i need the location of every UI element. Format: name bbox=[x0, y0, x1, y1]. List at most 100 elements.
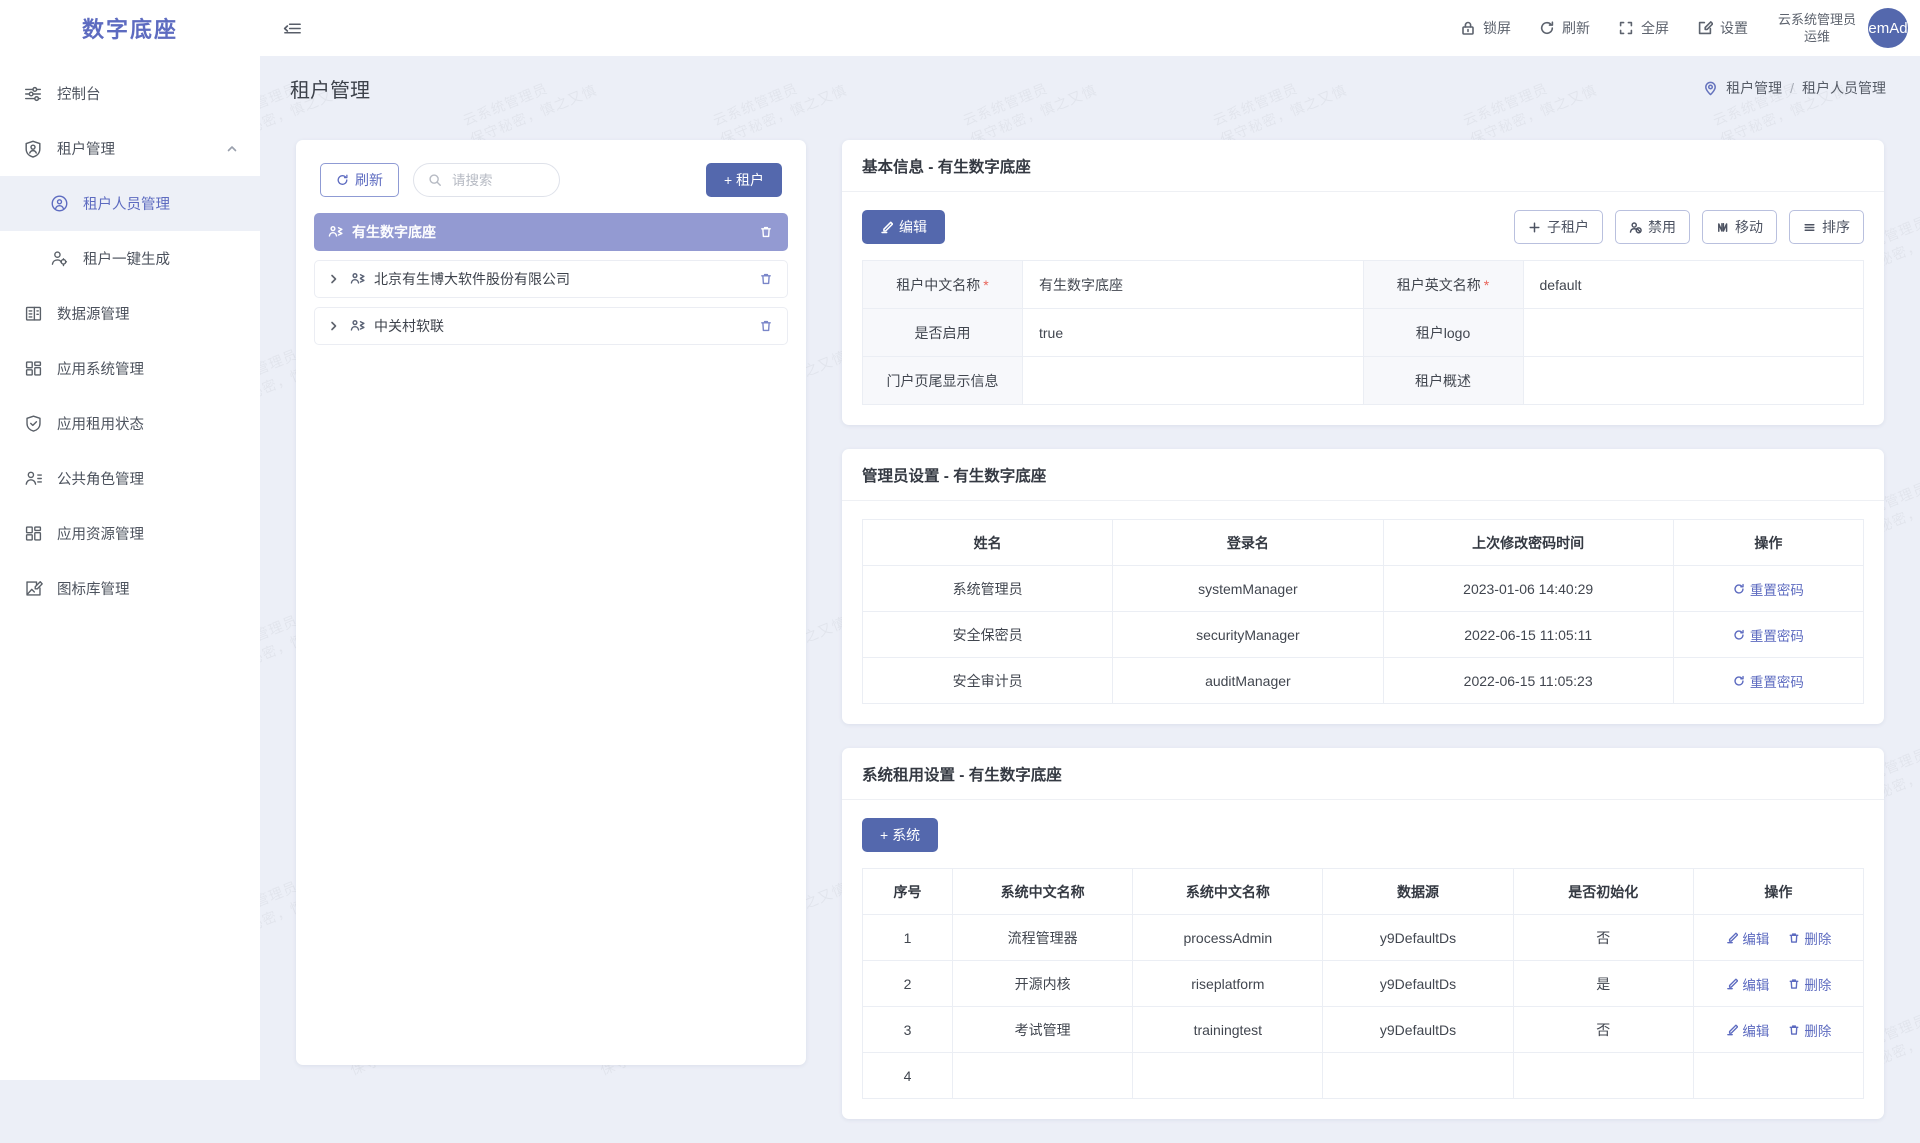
user-name-line1: 云系统管理员 bbox=[1778, 11, 1856, 28]
user-circle-icon bbox=[48, 193, 70, 215]
admin-password-time: 2022-06-15 11:05:23 bbox=[1383, 658, 1673, 704]
breadcrumb-item-1[interactable]: 租户管理 bbox=[1726, 78, 1782, 98]
tree-row[interactable]: 有生数字底座 bbox=[314, 213, 788, 251]
current-user-name[interactable]: 云系统管理员 运维 bbox=[1762, 11, 1868, 45]
admin-name: 系统管理员 bbox=[863, 566, 1113, 612]
breadcrumb: 租户管理 / 租户人员管理 bbox=[1703, 78, 1886, 98]
sidebar-item-tenant-onekey[interactable]: 租户一键生成 bbox=[0, 231, 260, 286]
system-datasource: y9DefaultDs bbox=[1323, 961, 1513, 1007]
table-header-row: 序号 系统中文名称 系统中文名称 数据源 是否初始化 操作 bbox=[863, 869, 1864, 915]
sidebar-item-app-resource-management[interactable]: 应用资源管理 bbox=[0, 506, 260, 561]
move-icon bbox=[1716, 221, 1729, 234]
field-label: 租户概述 bbox=[1363, 357, 1523, 405]
reset-password-button[interactable]: 重置密码 bbox=[1733, 579, 1804, 599]
tree-row[interactable]: 中关村软联 bbox=[314, 307, 788, 345]
sidebar-item-public-role-management[interactable]: 公共角色管理 bbox=[0, 451, 260, 506]
lock-screen-button[interactable]: 锁屏 bbox=[1446, 0, 1525, 56]
add-tenant-button[interactable]: + 租户 bbox=[706, 163, 782, 197]
table-row: 系统管理员 systemManager 2023-01-06 14:40:29 … bbox=[863, 566, 1864, 612]
required-marker: * bbox=[983, 277, 988, 293]
settings-pen-icon bbox=[1697, 20, 1713, 36]
add-system-button[interactable]: + 系统 bbox=[862, 818, 938, 852]
org-icon bbox=[349, 318, 366, 335]
image-pen-icon bbox=[22, 578, 44, 600]
delete-row-button[interactable]: 删除 bbox=[1787, 974, 1831, 994]
admin-name: 安全保密员 bbox=[863, 612, 1113, 658]
tree-toolbar: 刷新 + 租户 bbox=[296, 140, 806, 197]
search-icon bbox=[428, 173, 442, 187]
avatar[interactable]: emAd bbox=[1868, 8, 1908, 48]
trash-icon[interactable] bbox=[758, 319, 773, 334]
edit-row-button[interactable]: 编辑 bbox=[1725, 1020, 1769, 1040]
reset-password-label: 重置密码 bbox=[1750, 625, 1804, 645]
reset-password-button[interactable]: 重置密码 bbox=[1733, 625, 1804, 645]
sidebar-item-console[interactable]: 控制台 bbox=[0, 66, 260, 121]
refresh-tree-button[interactable]: 刷新 bbox=[320, 163, 399, 197]
system-actions: 编辑 删除 bbox=[1693, 961, 1863, 1007]
tree-row-label: 中关村软联 bbox=[374, 316, 758, 336]
search-input[interactable] bbox=[450, 172, 545, 189]
edit-row-button[interactable]: 编辑 bbox=[1725, 928, 1769, 948]
column-header: 是否初始化 bbox=[1513, 869, 1693, 915]
sidebar-item-label: 应用系统管理 bbox=[57, 358, 144, 379]
edit-row-button[interactable]: 编辑 bbox=[1725, 974, 1769, 994]
admin-actions: 重置密码 bbox=[1673, 566, 1863, 612]
sidebar-item-app-lease-status[interactable]: 应用租用状态 bbox=[0, 396, 260, 451]
search-box[interactable] bbox=[413, 163, 560, 197]
refresh-button[interactable]: 刷新 bbox=[1525, 0, 1604, 56]
delete-row-label: 删除 bbox=[1804, 928, 1831, 948]
reset-icon bbox=[1733, 674, 1746, 687]
org-icon bbox=[349, 271, 366, 288]
location-pin-icon bbox=[1703, 81, 1718, 96]
system-cn-name: 流程管理器 bbox=[953, 915, 1133, 961]
settings-button[interactable]: 设置 bbox=[1683, 0, 1762, 56]
chevron-right-icon[interactable] bbox=[327, 319, 341, 333]
fullscreen-button[interactable]: 全屏 bbox=[1604, 0, 1683, 56]
admin-actions: 重置密码 bbox=[1673, 658, 1863, 704]
collapse-sidebar-icon[interactable] bbox=[282, 17, 304, 39]
trash-icon[interactable] bbox=[758, 272, 773, 287]
add-sub-tenant-button[interactable]: 子租户 bbox=[1514, 210, 1603, 244]
admin-actions: 重置密码 bbox=[1673, 612, 1863, 658]
sidebar-item-icon-library-management[interactable]: 图标库管理 bbox=[0, 561, 260, 616]
trash-icon[interactable] bbox=[758, 225, 773, 240]
delete-row-button[interactable]: 删除 bbox=[1787, 928, 1831, 948]
system-datasource bbox=[1323, 1053, 1513, 1099]
system-lease-card-body: + 系统 序号 系统中文名称 系统中文名称 数据源 是否初始化 操作 bbox=[842, 800, 1884, 1119]
sort-button[interactable]: 排序 bbox=[1789, 210, 1864, 244]
topbar-action-label: 刷新 bbox=[1562, 18, 1590, 38]
sort-icon bbox=[1803, 221, 1816, 234]
sidebar-item-tenant-personnel[interactable]: 租户人员管理 bbox=[0, 176, 260, 231]
reset-password-button[interactable]: 重置密码 bbox=[1733, 671, 1804, 691]
reset-icon bbox=[1733, 582, 1746, 595]
move-button[interactable]: 移动 bbox=[1702, 210, 1777, 244]
page-header: 租户管理 租户管理 / 租户人员管理 bbox=[260, 56, 1920, 120]
pen-icon bbox=[1725, 977, 1738, 990]
chevron-up-icon[interactable] bbox=[226, 143, 238, 155]
field-label: 租户中文名称* bbox=[863, 261, 1023, 309]
sidebar-item-label: 应用租用状态 bbox=[57, 413, 144, 434]
sidebar-item-tenant-management[interactable]: 租户管理 bbox=[0, 121, 260, 176]
breadcrumb-item-2[interactable]: 租户人员管理 bbox=[1802, 78, 1886, 98]
user-list-icon bbox=[22, 468, 44, 490]
column-header: 操作 bbox=[1693, 869, 1863, 915]
sidebar-item-datasource-management[interactable]: 数据源管理 bbox=[0, 286, 260, 341]
sidebar: 数字底座 控制台 租户管理 bbox=[0, 0, 260, 1080]
refresh-icon bbox=[1539, 20, 1555, 36]
system-initialized: 否 bbox=[1513, 1007, 1693, 1053]
system-initialized: 否 bbox=[1513, 915, 1693, 961]
table-row: 3 考试管理 trainingtest y9DefaultDs 否 bbox=[863, 1007, 1864, 1053]
basic-info-button-bar: 编辑 子租户 bbox=[862, 210, 1864, 244]
field-label: 是否启用 bbox=[863, 309, 1023, 357]
pen-icon bbox=[1725, 1023, 1738, 1036]
sidebar-item-app-system-management[interactable]: 应用系统管理 bbox=[0, 341, 260, 396]
delete-row-button[interactable]: 删除 bbox=[1787, 1020, 1831, 1040]
tree-row[interactable]: 北京有生博大软件股份有限公司 bbox=[314, 260, 788, 298]
sidebar-item-label: 租户一键生成 bbox=[83, 248, 170, 269]
chevron-right-icon[interactable] bbox=[327, 272, 341, 286]
basic-info-actions: 子租户 禁用 bbox=[1514, 210, 1864, 244]
disable-button[interactable]: 禁用 bbox=[1615, 210, 1690, 244]
edit-button[interactable]: 编辑 bbox=[862, 210, 945, 244]
column-header: 系统中文名称 bbox=[953, 869, 1133, 915]
field-label-text: 租户英文名称 bbox=[1397, 277, 1481, 293]
